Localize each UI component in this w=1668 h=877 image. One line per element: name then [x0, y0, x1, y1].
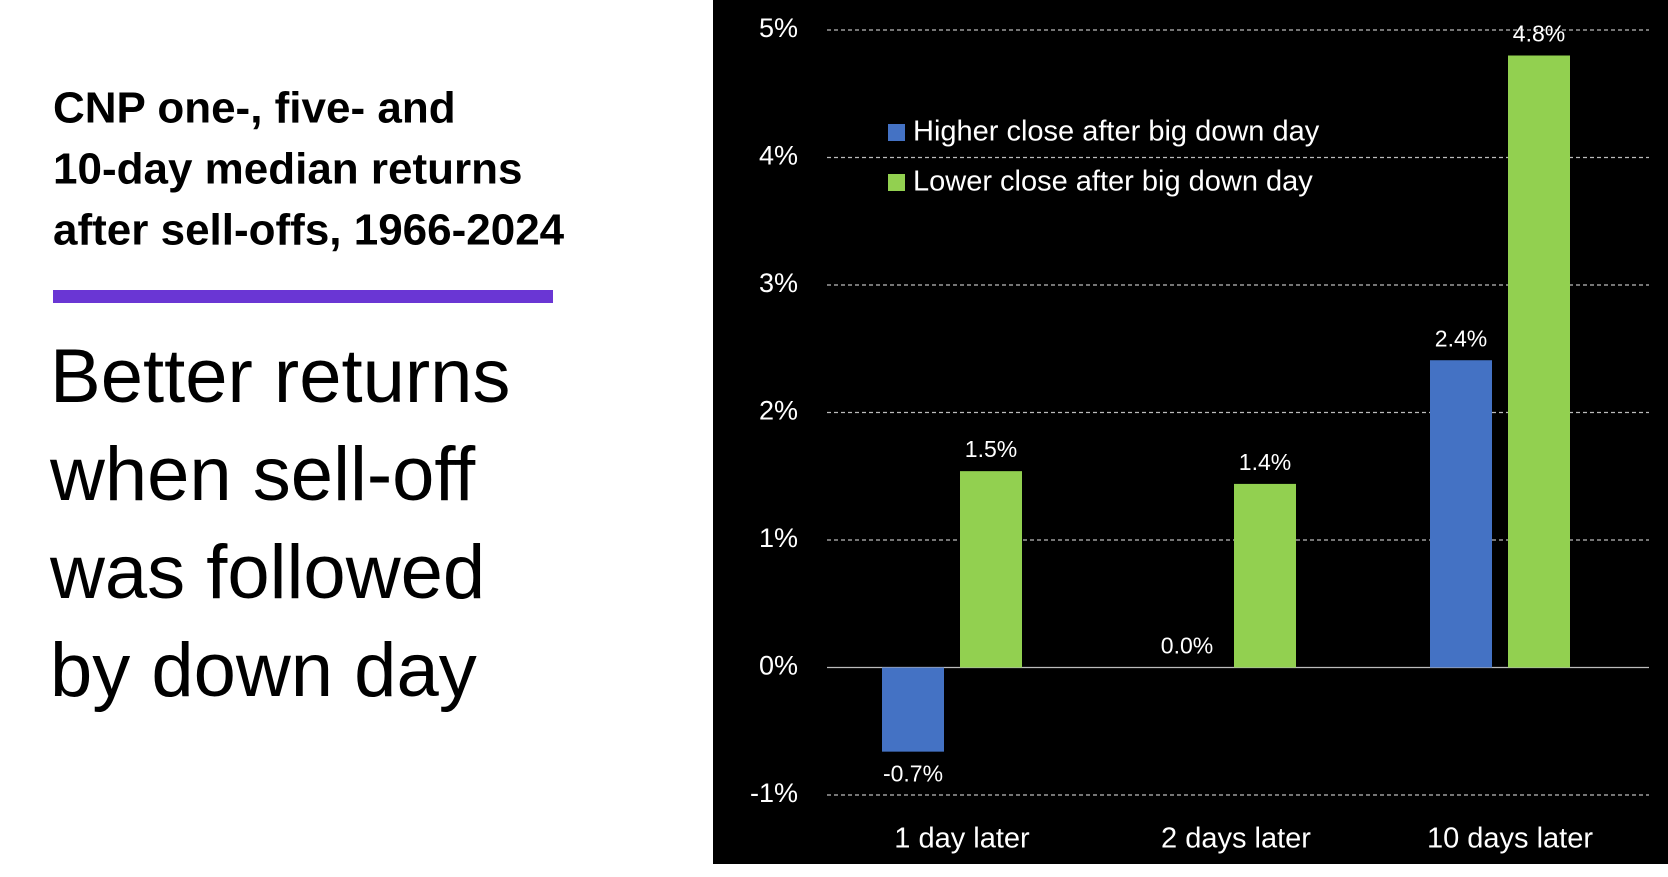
value-label: 0.0% [1161, 633, 1213, 659]
x-tick-label: 1 day later [894, 823, 1030, 855]
legend-label: Lower close after big down day [913, 166, 1313, 198]
accent-rule [53, 290, 553, 303]
value-label: -0.7% [883, 761, 943, 787]
bar [1508, 55, 1570, 668]
bar [960, 471, 1022, 668]
y-tick-label: 2% [759, 396, 798, 426]
value-label: 2.4% [1435, 325, 1487, 351]
legend-label: Higher close after big down day [913, 116, 1320, 148]
y-tick-label: 1% [759, 523, 798, 553]
y-tick-label: 0% [759, 651, 798, 681]
legend-swatch [888, 174, 905, 191]
subhead: by down day [50, 628, 477, 713]
bar [1430, 360, 1492, 668]
value-label: 1.4% [1239, 449, 1291, 475]
legend-swatch [888, 124, 905, 141]
subhead: Better returns [50, 334, 510, 419]
y-tick-label: -1% [750, 778, 798, 808]
bar [882, 667, 944, 752]
x-tick-label: 2 days later [1161, 823, 1311, 855]
x-tick-label: 10 days later [1427, 823, 1593, 855]
value-label: 4.8% [1513, 21, 1565, 47]
headline: CNP one-, five- and [53, 84, 456, 133]
headline: after sell-offs, 1966-2024 [53, 206, 565, 255]
bar [1234, 483, 1296, 668]
subhead: was followed [49, 530, 485, 615]
y-tick-label: 3% [759, 268, 798, 298]
headline: 10-day median returns [53, 145, 523, 194]
subhead: when sell-off [49, 432, 476, 517]
y-tick-label: 5% [759, 13, 798, 43]
value-label: 1.5% [965, 436, 1017, 462]
y-tick-label: 4% [759, 141, 798, 171]
